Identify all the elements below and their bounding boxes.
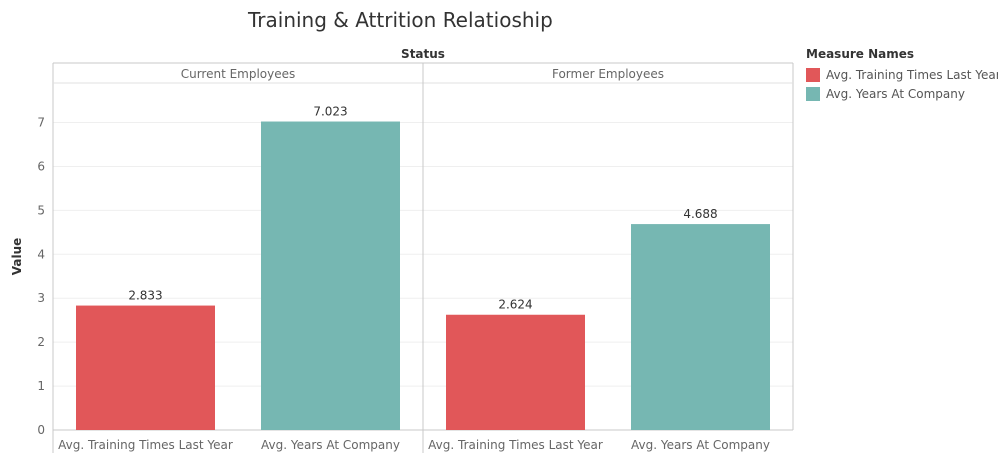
y-tick-label-3: 3 bbox=[37, 291, 45, 305]
legend-swatch-years bbox=[806, 86, 820, 101]
x-tick-label-1-1: Avg. Years At Company bbox=[631, 438, 770, 452]
legend-item-years[interactable]: Avg. Years At Company bbox=[806, 84, 998, 103]
data-label-0-0: 2.833 bbox=[128, 289, 162, 303]
y-axis-label: Value bbox=[10, 238, 24, 276]
bar-1-1 bbox=[631, 224, 770, 430]
legend-item-training[interactable]: Avg. Training Times Last Year bbox=[806, 65, 998, 84]
data-label-1-0: 2.624 bbox=[498, 298, 532, 312]
legend-swatch-training bbox=[806, 67, 820, 82]
bar-0-0 bbox=[76, 305, 215, 430]
x-tick-label-1-0: Avg. Training Times Last Year bbox=[428, 438, 603, 452]
data-label-0-1: 7.023 bbox=[313, 105, 347, 119]
y-tick-label-1: 1 bbox=[37, 379, 45, 393]
bar-0-1 bbox=[261, 121, 400, 430]
y-tick-label-2: 2 bbox=[37, 335, 45, 349]
chart-title: Training & Attrition Relatioship bbox=[248, 8, 553, 32]
y-tick-label-6: 6 bbox=[37, 159, 45, 173]
x-tick-label-0-0: Avg. Training Times Last Year bbox=[58, 438, 233, 452]
legend-label-years: Avg. Years At Company bbox=[826, 86, 965, 101]
y-tick-label-0: 0 bbox=[37, 423, 45, 437]
legend-title: Measure Names bbox=[806, 47, 915, 61]
legend-label-training: Avg. Training Times Last Year bbox=[826, 67, 998, 82]
bar-1-0 bbox=[446, 314, 585, 430]
x-tick-label-0-1: Avg. Years At Company bbox=[261, 438, 400, 452]
column-header: Status bbox=[401, 47, 445, 61]
y-tick-label-5: 5 bbox=[37, 203, 45, 217]
legend: Measure Names Avg. Training Times Last Y… bbox=[806, 47, 998, 103]
panel-header-0: Current Employees bbox=[181, 67, 296, 81]
y-tick-label-4: 4 bbox=[37, 247, 45, 261]
panel-header-1: Former Employees bbox=[552, 67, 664, 81]
y-tick-label-7: 7 bbox=[37, 116, 45, 130]
data-label-1-1: 4.688 bbox=[683, 207, 717, 221]
